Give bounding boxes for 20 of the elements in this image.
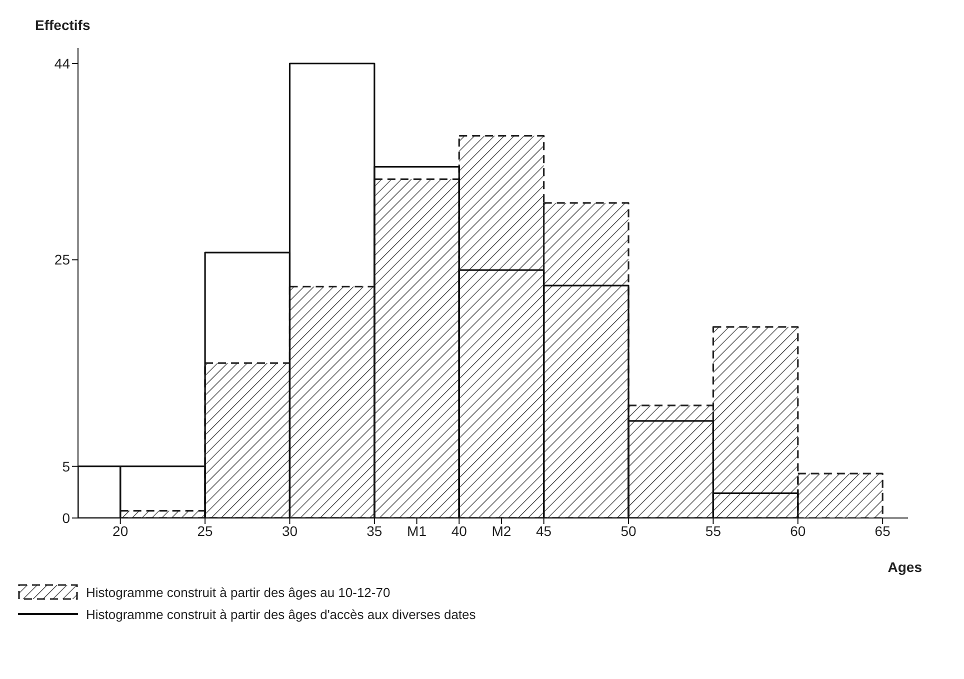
x-tick-label: 55 bbox=[705, 522, 722, 539]
legend-label: Histogramme construit à partir des âges au 10-12-70 bbox=[86, 584, 390, 600]
x-tick-label: M1 bbox=[407, 522, 427, 539]
x-tick-label: 20 bbox=[112, 522, 128, 539]
y-tick-label: 44 bbox=[54, 55, 70, 72]
y-tick-label: 25 bbox=[54, 252, 70, 268]
x-tick-label: 40 bbox=[451, 522, 468, 539]
y-tick-label: 5 bbox=[62, 458, 70, 474]
x-tick-label: 30 bbox=[282, 522, 298, 539]
x-axis-title: Ages bbox=[888, 559, 922, 575]
x-tick-label: 35 bbox=[366, 522, 382, 539]
x-tick-label: M2 bbox=[492, 522, 512, 539]
y-axis-title: Effectifs bbox=[35, 16, 90, 33]
x-tick-label: 25 bbox=[197, 522, 214, 539]
x-tick-label: 50 bbox=[620, 522, 637, 539]
legend-label: Histogramme construit à partir des âges d'accès aux diverses dates bbox=[86, 606, 476, 622]
x-tick-label: 45 bbox=[536, 522, 552, 539]
y-tick-label: 0 bbox=[62, 510, 70, 526]
x-tick-label: 60 bbox=[790, 522, 806, 539]
x-tick-label: 65 bbox=[874, 522, 891, 539]
